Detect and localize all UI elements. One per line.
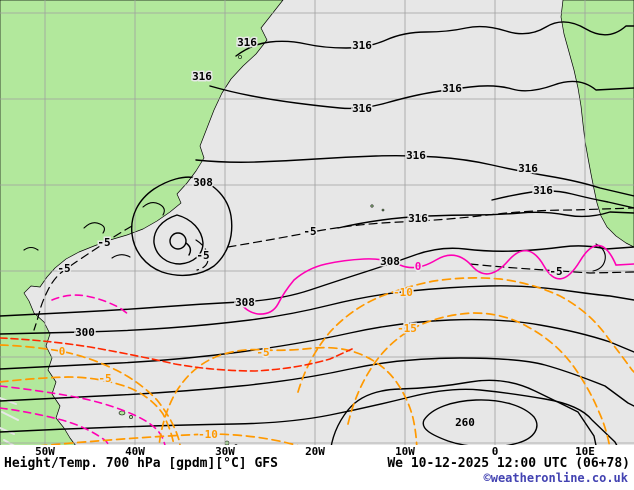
height-contour-308 — [0, 245, 634, 317]
contour-label: -5 — [97, 236, 110, 249]
contour-label: 308 — [235, 296, 255, 309]
caption-row: Height/Temp. 700 hPa [gpdm][°C] GFS We 1… — [0, 457, 634, 471]
temp-contour-minus5 — [33, 225, 133, 331]
temperature-contours-magenta — [0, 244, 634, 456]
copyright-row: ©weatheronline.co.uk — [484, 472, 629, 485]
contour-label: 316 — [408, 212, 428, 225]
contour-label: -10 — [198, 428, 218, 441]
temp-contour-minus15 — [347, 312, 612, 456]
contour-label: -5 — [196, 249, 209, 262]
contour-label: -15 — [397, 322, 417, 335]
temp-contour-0 — [0, 407, 117, 456]
height-contour-260-closed — [422, 399, 538, 448]
contour-label: 316 — [192, 70, 212, 83]
temperature-contours-red — [0, 337, 353, 372]
height-contour-316 — [195, 154, 634, 197]
cutoff-low-center-contour — [169, 232, 187, 250]
cutoff-low-outer-contour — [131, 176, 233, 277]
temperature-contours-black-dashed — [33, 207, 634, 331]
height-contour-316 — [337, 211, 634, 229]
temp-contour-0 — [239, 244, 634, 315]
temp-contour-red — [0, 337, 353, 372]
temp-contour-0 — [0, 344, 183, 456]
contour-label: 300 — [75, 326, 95, 339]
contour-label: 316 — [406, 149, 426, 162]
cutoff-low-tail — [185, 242, 192, 256]
map-valid-time: We 10-12-2025 12:00 UTC (06+78) — [387, 456, 630, 471]
height-contour-268 — [329, 379, 599, 456]
temp-contour-0 — [0, 385, 169, 456]
contour-label: 308 — [193, 176, 213, 189]
contour-label: -5 — [256, 346, 269, 359]
longitude-label: 10W — [395, 445, 415, 458]
contour-label: 316 — [442, 82, 462, 95]
temp-contour-0 — [51, 294, 129, 315]
contour-label: 316 — [518, 162, 538, 175]
height-contour-292 — [0, 318, 634, 370]
temp-contour-minus10 — [297, 277, 634, 393]
temp-contour-minus5 — [469, 263, 634, 274]
contour-detail — [23, 201, 606, 272]
longitude-label: 10E — [575, 445, 595, 458]
contour-label: 260 — [455, 416, 475, 429]
contour-label: -10 — [393, 286, 413, 299]
contour-label: 308 — [380, 255, 400, 268]
geopotential-height-contours — [0, 21, 634, 456]
temp-contour-minus5 — [157, 346, 418, 456]
longitude-label: 0 — [492, 445, 499, 458]
contour-label: -5 — [549, 265, 562, 278]
longitude-label: 40W — [125, 445, 145, 458]
contour-label: 316 — [352, 102, 372, 115]
landmass-south-america — [0, 0, 284, 456]
height-contour-316 — [491, 190, 634, 209]
contour-value-labels: 316 316 316 316 316 316 316 316 316 308 308 308 300 2… — [56, 35, 564, 443]
longitude-label: 30W — [215, 445, 235, 458]
temp-contour-minus5 — [195, 239, 209, 271]
height-contour-316 — [209, 80, 634, 110]
longitude-label: 50W — [35, 445, 55, 458]
height-contour-284 — [0, 357, 634, 407]
caption-bar — [0, 445, 634, 490]
height-contour-316 — [235, 21, 634, 57]
cutoff-low-mid-contour — [153, 214, 204, 265]
height-contour-300 — [0, 285, 634, 335]
contour-label: 316 — [352, 39, 372, 52]
contour-label: 0 — [59, 345, 66, 358]
copyright-link[interactable]: ©weatheronline.co.uk — [483, 471, 629, 485]
longitude-label: 20W — [305, 445, 325, 458]
longitude-gridlines — [44, 0, 586, 445]
map-title: Height/Temp. 700 hPa [gpdm][°C] GFS — [4, 456, 278, 471]
contour-label: 316 — [237, 36, 257, 49]
contour-label: -5 — [98, 372, 111, 385]
longitude-axis-labels: 50W 40W 30W 20W 10W 0 10E — [35, 445, 595, 458]
contour-label: -5 — [303, 225, 316, 238]
contour-label: 316 — [533, 184, 553, 197]
temp-contour-minus5 — [227, 207, 634, 248]
latitude-gridlines — [0, 12, 634, 444]
contour-label: 0 — [415, 260, 422, 273]
temp-contour-minus5 — [0, 376, 175, 456]
height-contour-276 — [0, 388, 623, 456]
contour-label: -5 — [57, 262, 70, 275]
